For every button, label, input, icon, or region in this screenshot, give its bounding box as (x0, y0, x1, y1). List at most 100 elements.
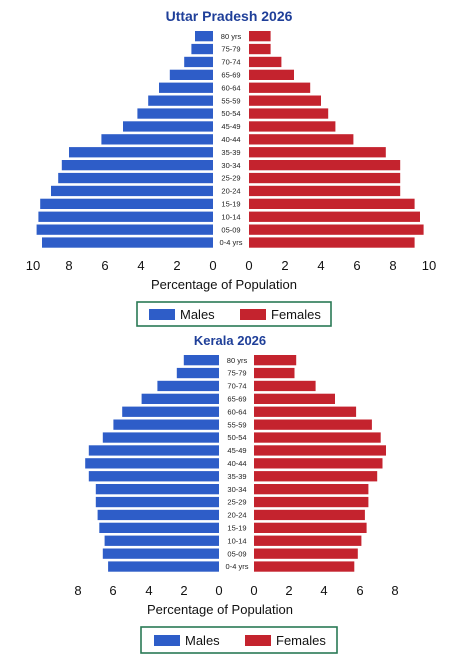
x-axis-label: Percentage of Population (151, 277, 297, 292)
x-ticks-group: 8 6 4 2 0 0 2 4 6 8 (74, 583, 398, 598)
male-bar-10-14 (104, 535, 219, 546)
age-label: 20-24 (221, 187, 240, 196)
x-tick-label: 6 (109, 583, 116, 598)
legend: Males Females (136, 301, 332, 327)
x-axis-label: Percentage of Population (147, 602, 293, 617)
x-ticks-group: 10 8 6 4 2 0 0 2 4 6 8 10 (26, 258, 436, 273)
x-tick-label: 0 (245, 258, 252, 273)
male-bars-group (36, 31, 214, 248)
age-label: 70-74 (221, 58, 240, 67)
x-tick-label: 8 (65, 258, 72, 273)
age-label: 05-09 (227, 549, 246, 558)
male-bar-15-19 (99, 522, 219, 533)
x-tick-label: 10 (422, 258, 436, 273)
male-bar-75-79 (176, 367, 219, 379)
x-tick-label: 4 (320, 583, 327, 598)
female-bar-40-44 (249, 134, 354, 145)
chart-uttar-pradesh: Uttar Pradesh 2026 80 yrs 75-79 70-74 65-69… (26, 8, 436, 327)
x-tick-label: 0 (209, 258, 216, 273)
female-bar-05-09 (254, 548, 358, 559)
x-tick-label: 0 (215, 583, 222, 598)
male-bar-55-59 (148, 95, 213, 106)
female-bar-25-29 (249, 172, 401, 184)
x-tick-label: 8 (391, 583, 398, 598)
x-tick-label: 4 (317, 258, 324, 273)
male-bar-20-24 (51, 185, 213, 197)
age-label: 80 yrs (227, 356, 248, 365)
age-label: 25-29 (227, 498, 246, 507)
age-label: 65-69 (227, 394, 246, 403)
male-bar-25-29 (95, 496, 219, 508)
male-bar-50-54 (102, 432, 219, 443)
age-label: 60-64 (227, 407, 246, 416)
legend-label-males: Males (185, 633, 220, 648)
female-bar-15-19 (254, 522, 367, 533)
female-bar-25-29 (254, 496, 369, 508)
age-label: 0-4 yrs (220, 238, 243, 247)
legend-label-males: Males (180, 307, 215, 322)
age-label: 75-79 (227, 369, 246, 378)
male-bar-70-74 (184, 56, 213, 68)
male-bar-35-39 (88, 471, 219, 482)
male-bar-05-09 (36, 224, 213, 235)
x-tick-label: 6 (356, 583, 363, 598)
female-bar-35-39 (254, 471, 378, 482)
age-label: 0-4 yrs (226, 562, 249, 571)
female-bar-80-yrs (249, 31, 271, 42)
age-label: 45-49 (221, 122, 240, 131)
x-tick-label: 4 (145, 583, 152, 598)
age-label: 80 yrs (221, 32, 242, 41)
age-label: 70-74 (227, 382, 246, 391)
x-tick-label: 0 (250, 583, 257, 598)
male-bar-70-74 (157, 380, 219, 392)
female-bar-50-54 (254, 432, 381, 443)
legend-swatch-females (245, 635, 271, 646)
legend-swatch-males (154, 635, 180, 646)
male-bar-05-09 (102, 548, 219, 559)
male-bar-50-54 (137, 108, 213, 119)
female-bar-0-4-yrs (249, 237, 415, 248)
female-bar-35-39 (249, 147, 386, 158)
male-bar-10-14 (38, 211, 214, 222)
age-label: 50-54 (221, 109, 240, 118)
age-label: 30-34 (221, 161, 240, 170)
chart-title: Kerala 2026 (194, 333, 266, 348)
x-tick-label: 2 (180, 583, 187, 598)
female-bar-30-34 (249, 160, 401, 171)
age-label: 10-14 (227, 536, 246, 545)
age-label: 50-54 (227, 433, 246, 442)
x-tick-label: 8 (74, 583, 81, 598)
female-bar-50-54 (249, 108, 329, 119)
male-bar-15-19 (40, 198, 214, 209)
x-tick-label: 10 (26, 258, 40, 273)
male-bar-65-69 (169, 69, 213, 80)
female-bar-70-74 (249, 56, 282, 68)
age-label: 55-59 (227, 420, 246, 429)
x-tick-label: 2 (281, 258, 288, 273)
male-bar-60-64 (122, 406, 219, 417)
x-tick-label: 2 (285, 583, 292, 598)
female-bar-40-44 (254, 458, 383, 469)
female-bar-20-24 (254, 509, 365, 521)
male-bar-30-34 (61, 160, 213, 171)
legend: Males Females (140, 626, 338, 654)
female-bar-10-14 (254, 535, 362, 546)
age-label: 25-29 (221, 174, 240, 183)
age-label: 20-24 (227, 511, 246, 520)
age-labels-group: 80 yrs 75-79 70-74 65-69 60-64 55-59 50-54 45-4… (226, 356, 249, 571)
female-bar-0-4-yrs (254, 561, 355, 572)
legend-swatch-females (240, 309, 266, 320)
age-label: 65-69 (221, 71, 240, 80)
x-tick-label: 6 (353, 258, 360, 273)
male-bar-45-49 (123, 121, 213, 132)
legend-swatch-males (149, 309, 175, 320)
age-label: 55-59 (221, 96, 240, 105)
age-label: 30-34 (227, 485, 246, 494)
male-bar-40-44 (101, 134, 213, 145)
male-bar-80-yrs (183, 355, 219, 366)
male-bar-30-34 (95, 484, 219, 495)
female-bar-60-64 (249, 82, 311, 93)
age-label: 60-64 (221, 83, 240, 92)
male-bar-35-39 (69, 147, 213, 158)
